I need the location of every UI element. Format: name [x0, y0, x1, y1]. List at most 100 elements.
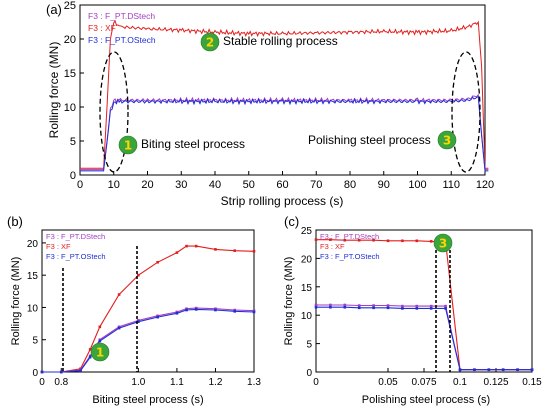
y-tick-label: 10 [27, 303, 39, 314]
data-point [444, 304, 447, 308]
x-tick-label: 0 [39, 377, 45, 388]
y-tick-label: 0 [32, 368, 38, 379]
x-axis-label-c: Polishing steel process (s) [362, 394, 490, 406]
data-point [343, 305, 347, 309]
y-tick-label: 5 [32, 336, 38, 347]
annotation-polishing: Polishing steel process [308, 133, 431, 147]
data-point [214, 248, 217, 251]
data-point [175, 251, 179, 254]
chart-panel-a: (a) 0 5 10 15 20 25 0 10 20 30 40 50 60 70 80 90 100 110 1… [46, 0, 494, 208]
y-tick-label: 25 [64, 0, 76, 12]
legend-entry-xf-a: F3 : XF [88, 23, 116, 33]
series-line-f3-f-pt-dstech [42, 307, 255, 373]
data-point [314, 238, 318, 241]
data-point [194, 244, 198, 248]
y-axis-label-c: Rolling force (MN) [283, 257, 295, 346]
data-point [429, 304, 433, 308]
data-point [314, 305, 318, 309]
y-axis-label-b: Rolling force (MN) [10, 257, 22, 346]
data-point [98, 325, 102, 329]
x-tick-label: 70 [310, 179, 322, 191]
annotation-biting: Biting steel process [141, 137, 245, 151]
data-point [444, 307, 447, 310]
y-tick-label: 20 [27, 239, 39, 250]
x-tick-label: 0 [313, 377, 319, 388]
series-line-f3-f-pt-dstech [316, 304, 532, 371]
data-point [329, 305, 332, 309]
badge-number-3: 3 [443, 134, 451, 148]
y-tick-label: 15 [301, 283, 313, 294]
data-point [185, 244, 188, 248]
data-point [156, 315, 159, 319]
y-tick-label: 15 [64, 68, 76, 80]
y-tick-label: 0 [70, 170, 76, 182]
x-tick-label: 90 [378, 179, 390, 191]
data-point [487, 368, 491, 372]
x-tick-label: 1.1 [170, 377, 184, 388]
badge-icon-b [90, 342, 110, 362]
legend-entry-ostech-b: F3 : F_PT.OStech [46, 252, 106, 261]
data-point [386, 304, 390, 307]
badge-number-c: 3 [439, 237, 447, 251]
badge-number-2: 2 [206, 36, 214, 50]
data-point [372, 238, 375, 242]
data-point [357, 238, 361, 242]
data-point [233, 310, 237, 313]
data-point [429, 240, 433, 243]
badge-icon-1 [118, 135, 138, 155]
data-point [59, 370, 63, 374]
badge-icon-3 [437, 130, 457, 150]
data-point [185, 308, 188, 312]
panel-label-c: (c) [284, 214, 299, 229]
data-point [329, 238, 332, 241]
series-layer-c [314, 238, 534, 372]
x-tick-label: 30 [175, 179, 187, 191]
data-point [40, 370, 44, 374]
series-line-f3-xf [80, 19, 489, 169]
data-point [214, 308, 217, 312]
data-point [175, 311, 179, 315]
data-point [357, 304, 361, 307]
data-point [343, 303, 347, 307]
x-tick-label: 110 [442, 179, 460, 191]
badge-number-1: 1 [124, 139, 132, 153]
x-tick-label: 50 [243, 179, 255, 191]
data-point [137, 320, 140, 323]
data-point [401, 304, 404, 308]
chart-panel-c: (c) 0 5 10 15 20 25 0 0.05 0.075 0.1 0.125 0.15 Pol… [283, 214, 542, 406]
series-line-f3-f-pt-dstech [80, 93, 489, 171]
y-tick-label: 20 [301, 254, 313, 265]
data-point [386, 306, 390, 310]
data-point [252, 250, 256, 253]
x-tick-label: 100 [408, 179, 426, 191]
series-line-f3-f-pt-ostech [80, 96, 489, 172]
series-layer-b [40, 244, 256, 374]
data-point [194, 308, 198, 311]
data-point [137, 273, 140, 277]
data-point [88, 355, 92, 359]
y-tick-label: 20 [64, 34, 76, 46]
data-point [415, 307, 419, 310]
annotation-stable: Stable rolling process [223, 34, 338, 48]
data-point [88, 348, 92, 351]
data-point [386, 239, 390, 243]
x-tick-label: 0.1 [453, 377, 467, 388]
legend-entry-dstech-c: F3 : F_PT.DStech [320, 232, 379, 241]
badge-number-b: 1 [96, 346, 104, 360]
data-point [79, 369, 82, 373]
legend-entry-xf-b: F3 : XF [46, 242, 71, 251]
data-point [501, 368, 505, 372]
data-point [357, 306, 361, 310]
data-point [343, 238, 347, 242]
chart-panel-b: (b) 0 5 10 15 20 0 0.8 1.0 1.1 1.2 1.3 Biting stee… [7, 214, 261, 406]
data-point [429, 307, 433, 310]
data-point [516, 368, 519, 372]
x-tick-label: 0 [77, 179, 83, 191]
data-point [415, 239, 419, 243]
panel-label-b: (b) [7, 214, 23, 229]
y-axis-label-a: Rolling force (MN) [47, 42, 61, 139]
data-point [117, 293, 121, 296]
x-tick-label: 20 [141, 179, 153, 191]
x-tick-label: 0.15 [522, 377, 542, 388]
x-tick-label: 10 [108, 179, 120, 191]
